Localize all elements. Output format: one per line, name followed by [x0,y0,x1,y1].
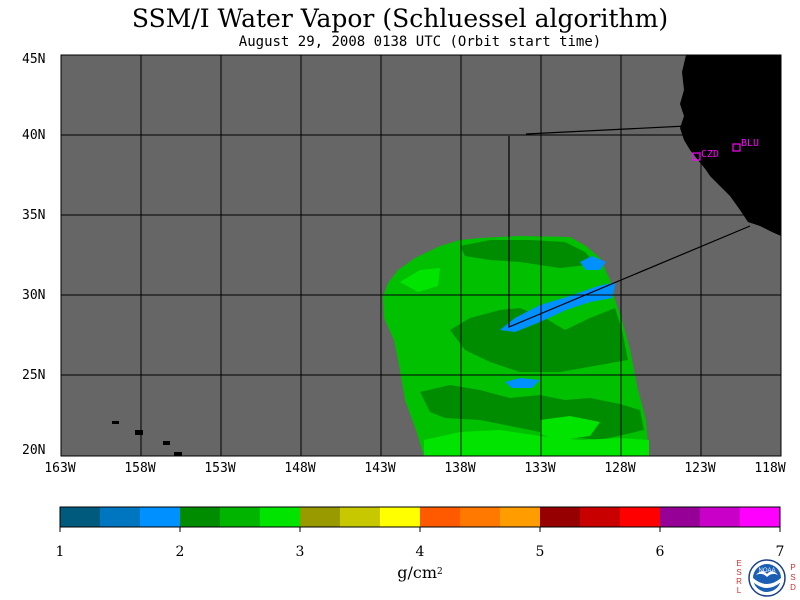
colorbar-cell [300,507,340,527]
stations: CZD BLU [692,138,759,161]
colorbar-cell [220,507,260,527]
track-lines [508,125,751,328]
lon-label-133w: 133W [524,461,556,476]
noaa-esrl-psd-logo: E S R L NOAA P S D [735,557,797,599]
colorbar-cell [180,507,220,527]
colorbar-cell [60,507,100,527]
lon-label-163w: 163W [44,461,76,476]
logo-letter-r: R [736,577,742,586]
lon-label-138w: 138W [444,461,476,476]
colorbar-cell [540,507,580,527]
colorbar-cell [500,507,540,527]
lat-label-35n: 35N [22,208,46,223]
colorbar-cell [580,507,620,527]
lon-label-148w: 148W [284,461,316,476]
logo-letter-l: L [736,586,742,595]
lat-label-45n: 45N [22,52,46,67]
map-grid [61,55,781,456]
colorbar-cell [740,507,780,527]
lat-label-25n: 25N [22,368,46,383]
colorbar-cell [700,507,740,527]
station-blu-marker [732,143,741,152]
station-czd-label: CZD [701,149,719,160]
land-mass [680,55,781,236]
map-subtitle: August 29, 2008 0138 UTC (Orbit start ti… [238,34,602,50]
colorbar-cell [460,507,500,527]
noaa-emblem-icon: NOAA [748,559,786,597]
map-frame [60,54,782,457]
lon-label-123w: 123W [684,461,716,476]
logo-letter-s2: S [790,573,796,582]
colorbar-tick-5: 5 [535,544,545,560]
colorbar-cell [660,507,700,527]
colorbar-tick-4: 4 [415,544,425,560]
data-swath [383,236,649,456]
station-czd-marker [692,152,701,161]
colorbar-cell [140,507,180,527]
colorbar-cell [260,507,300,527]
islands [112,421,182,456]
svg-text:NOAA: NOAA [758,568,775,574]
colorbar-unit-label: g/cm2 [380,564,460,582]
colorbar-unit-exponent: 2 [437,567,443,577]
colorbar-tick-2: 2 [175,544,185,560]
colorbar-cell [100,507,140,527]
colorbar-cell [620,507,660,527]
lat-label-20n: 20N [22,443,46,458]
logo-letter-p: P [790,563,796,572]
logo-letter-s: S [736,568,742,577]
lat-label-40n: 40N [22,128,46,143]
lon-label-118w: 118W [754,461,786,476]
colorbar-cell [340,507,380,527]
colorbar-tick-1: 1 [55,544,65,560]
colorbar-cell [420,507,460,527]
lon-label-128w: 128W [604,461,636,476]
colorbar-cell [380,507,420,527]
map-title: SSM/I Water Vapor (Schluessel algorithm) [131,4,669,33]
lon-label-143w: 143W [364,461,396,476]
colorbar-tick-7: 7 [775,544,785,560]
lat-label-30n: 30N [22,288,46,303]
lon-label-153w: 153W [204,461,236,476]
colorbar-unit-base: g/cm [397,563,438,582]
logo-letter-d: D [790,583,796,592]
logo-letter-e: E [736,559,742,568]
colorbar-tick-3: 3 [295,544,305,560]
lon-label-158w: 158W [124,461,156,476]
colorbar-tick-6: 6 [655,544,665,560]
station-blu-label: BLU [741,138,759,149]
